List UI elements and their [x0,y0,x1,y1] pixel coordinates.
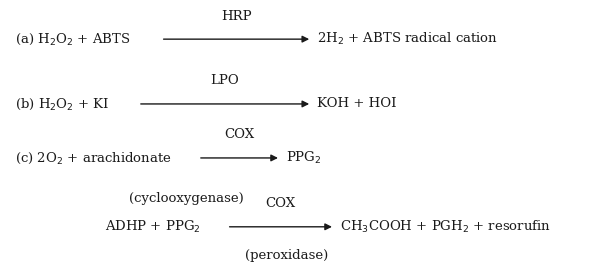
Text: ADHP + PPG$_2$: ADHP + PPG$_2$ [105,219,201,235]
Text: COX: COX [224,129,254,141]
Text: (c) 2O$_2$ + arachidonate: (c) 2O$_2$ + arachidonate [15,150,172,166]
Text: (b) H$_2$O$_2$ + KI: (b) H$_2$O$_2$ + KI [15,96,109,112]
Text: 2H$_2$ + ABTS radical cation: 2H$_2$ + ABTS radical cation [317,31,498,47]
Text: PPG$_2$: PPG$_2$ [286,150,321,166]
Text: KOH + HOI: KOH + HOI [317,97,397,110]
Text: HRP: HRP [221,10,252,23]
Text: (cyclooxygenase): (cyclooxygenase) [129,192,244,205]
Text: (peroxidase): (peroxidase) [245,249,328,262]
Text: LPO: LPO [211,75,239,87]
Text: CH$_3$COOH + PGH$_2$ + resorufin: CH$_3$COOH + PGH$_2$ + resorufin [340,219,551,235]
Text: COX: COX [266,197,296,210]
Text: (a) H$_2$O$_2$ + ABTS: (a) H$_2$O$_2$ + ABTS [15,32,130,47]
